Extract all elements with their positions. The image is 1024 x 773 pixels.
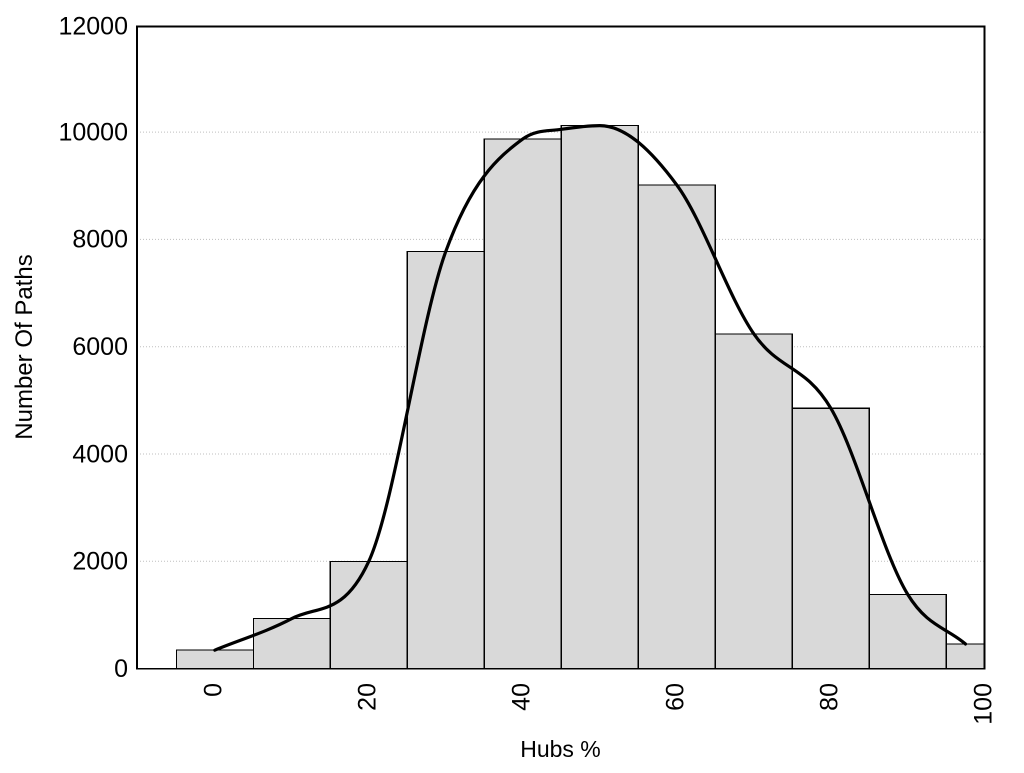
svg-text:100: 100 [969,683,997,725]
svg-text:0: 0 [199,683,227,697]
svg-text:10000: 10000 [58,118,128,146]
svg-text:Hubs %: Hubs % [520,736,601,762]
svg-text:4000: 4000 [72,440,128,468]
svg-text:20: 20 [353,683,381,711]
svg-text:2000: 2000 [72,548,128,576]
svg-text:Number Of Paths: Number Of Paths [11,254,38,439]
svg-text:0: 0 [114,655,128,683]
svg-text:80: 80 [815,683,843,711]
svg-text:60: 60 [661,683,689,711]
svg-text:40: 40 [507,683,535,711]
svg-text:6000: 6000 [72,333,128,361]
svg-text:8000: 8000 [72,226,128,254]
svg-text:12000: 12000 [58,13,128,41]
